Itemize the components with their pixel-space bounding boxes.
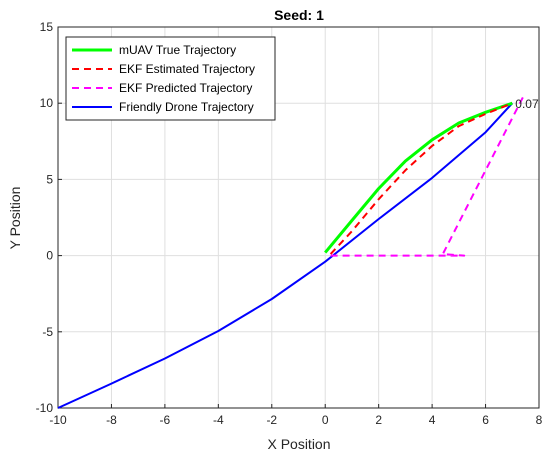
series-line-2 — [330, 96, 524, 257]
y-tick-label: 10 — [40, 96, 54, 110]
axis-ticks: -10 -8 -6 -4 -2 0 2 4 6 8 -10 -5 0 5 10 15 — [36, 20, 543, 427]
chart-title: Seed: 1 — [274, 7, 324, 23]
annotation-label: 0.07 — [515, 97, 539, 111]
x-tick-label: -2 — [266, 413, 277, 427]
x-tick-label: 6 — [482, 413, 489, 427]
y-axis-label: Y Position — [7, 187, 23, 250]
x-tick-label: 8 — [536, 413, 543, 427]
y-tick-label: 5 — [46, 172, 53, 186]
x-tick-label: 2 — [375, 413, 382, 427]
series-layer — [57, 96, 524, 409]
x-axis-label: X Position — [267, 436, 330, 452]
x-tick-label: -4 — [213, 413, 224, 427]
x-tick-label: -6 — [160, 413, 171, 427]
series-line-0 — [324, 101, 513, 254]
legend-entry-1: EKF Estimated Trajectory — [119, 62, 255, 76]
x-tick-label: 0 — [322, 413, 329, 427]
x-tick-label: -8 — [106, 413, 117, 427]
series-line-3 — [57, 102, 514, 409]
plot-frame — [57, 26, 540, 409]
legend: mUAV True Trajectory EKF Estimated Trajec… — [65, 36, 276, 121]
x-tick-label: -10 — [49, 413, 67, 427]
legend-entry-2: EKF Predicted Trajectory — [119, 81, 252, 95]
legend-entry-0: mUAV True Trajectory — [119, 43, 236, 57]
y-tick-label: -10 — [36, 401, 54, 415]
annotations-layer: 0.07 — [515, 97, 539, 111]
legend-entry-3: Friendly Drone Trajectory — [119, 100, 254, 114]
x-tick-label: 4 — [429, 413, 436, 427]
series-line-1 — [329, 102, 513, 255]
y-tick-label: 0 — [46, 249, 53, 263]
y-tick-label: 15 — [40, 20, 54, 34]
y-tick-label: -5 — [42, 325, 53, 339]
